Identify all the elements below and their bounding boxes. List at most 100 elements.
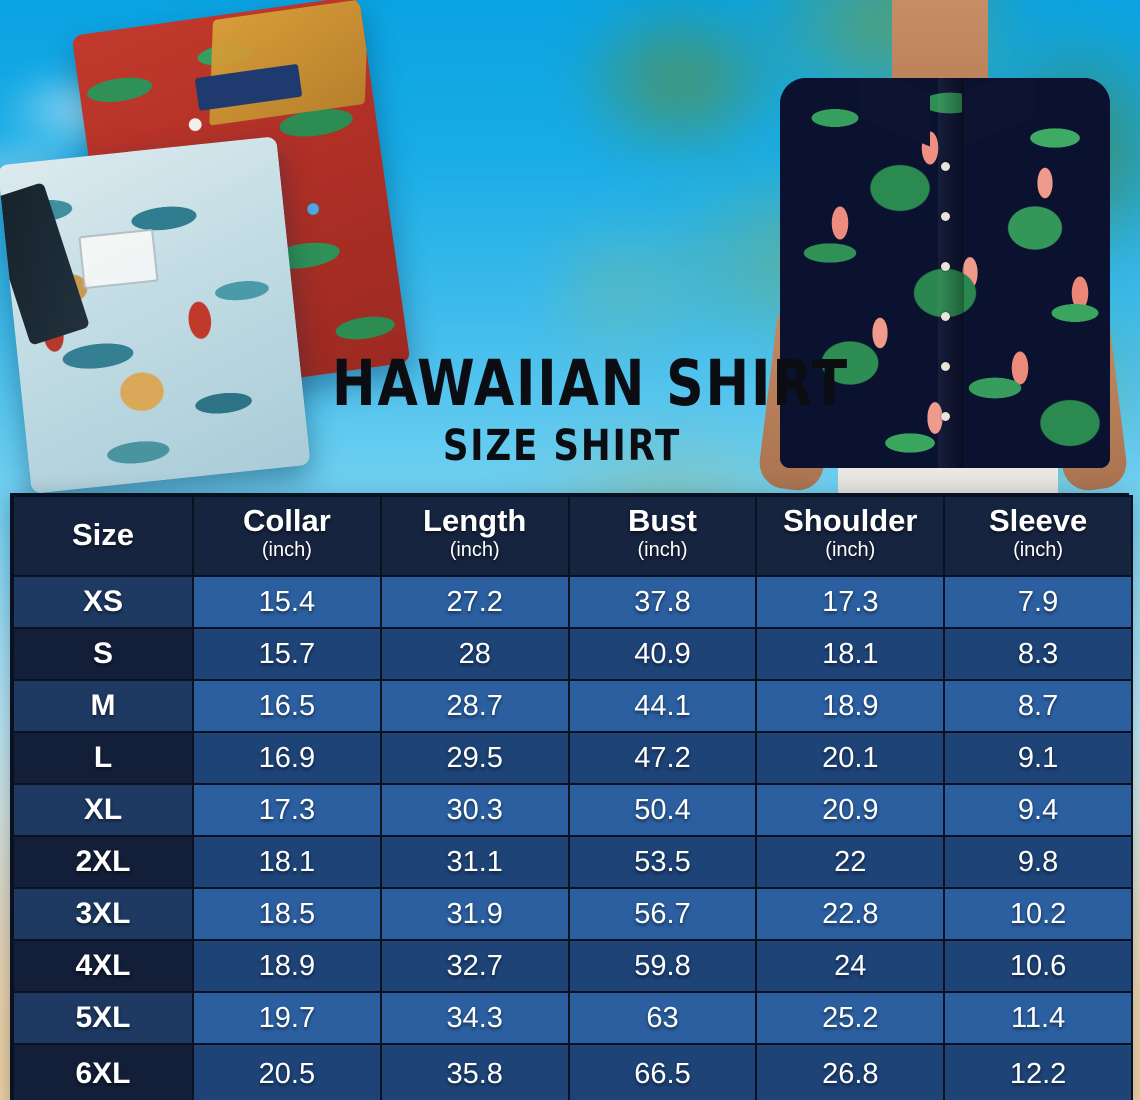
- size-label-cell: 5XL: [12, 991, 194, 1045]
- cell-shoulder: 20.1: [755, 731, 946, 785]
- cell-sleeve: 10.6: [943, 939, 1133, 993]
- cell-length: 28: [379, 627, 570, 681]
- cell-shoulder: 18.9: [755, 679, 946, 733]
- column-header-bust-label: Bust: [628, 502, 697, 538]
- shirt-button: [941, 412, 950, 421]
- cell-collar: 16.5: [192, 679, 382, 733]
- cell-collar: 19.7: [192, 991, 382, 1045]
- title-block: HAWAIIAN SHIRT SIZE SHIRT: [312, 347, 850, 471]
- cell-bust: 44.1: [567, 679, 758, 733]
- cell-sleeve: 7.9: [943, 575, 1133, 629]
- table-row: XL 17.3 30.3 50.4 20.9 9.4: [12, 783, 1133, 837]
- cell-sleeve: 8.3: [943, 627, 1133, 681]
- cell-shoulder: 25.2: [755, 991, 946, 1045]
- column-header-collar: Collar (inch): [192, 495, 382, 577]
- blue-shirt-pocket: [78, 228, 159, 290]
- cell-collar: 17.3: [192, 783, 382, 837]
- table-row: 4XL 18.9 32.7 59.8 24 10.6: [12, 939, 1133, 993]
- cell-sleeve: 9.1: [943, 731, 1133, 785]
- table-row: 3XL 18.5 31.9 56.7 22.8 10.2: [12, 887, 1133, 941]
- shirt-button: [941, 362, 950, 371]
- cell-collar: 18.9: [192, 939, 382, 993]
- model-shirt-placket: [938, 78, 965, 468]
- table-row: 5XL 19.7 34.3 63 25.2 11.4: [12, 991, 1133, 1045]
- shirt-button: [941, 312, 950, 321]
- cell-bust: 63: [567, 991, 758, 1045]
- cell-collar: 15.4: [192, 575, 382, 629]
- page-subtitle: SIZE SHIRT: [442, 421, 682, 471]
- table-row: 2XL 18.1 31.1 53.5 22 9.8: [12, 835, 1133, 889]
- cell-shoulder: 17.3: [755, 575, 946, 629]
- cell-bust: 47.2: [567, 731, 758, 785]
- size-label-cell: 6XL: [12, 1043, 194, 1100]
- size-label-cell: S: [12, 627, 194, 681]
- shirt-button: [941, 262, 950, 271]
- cell-collar: 18.1: [192, 835, 382, 889]
- column-header-shoulder-label: Shoulder: [783, 502, 918, 538]
- cell-sleeve: 9.8: [943, 835, 1133, 889]
- column-header-size-label: Size: [71, 516, 135, 552]
- column-header-shoulder: Shoulder (inch): [755, 495, 946, 577]
- cell-bust: 56.7: [567, 887, 758, 941]
- model-photo: [742, 0, 1140, 495]
- size-label-cell: L: [12, 731, 194, 785]
- cell-shoulder: 20.9: [755, 783, 946, 837]
- size-label-cell: 3XL: [12, 887, 194, 941]
- table-body: XS 15.4 27.2 37.8 17.3 7.9 S 15.7 28 40.9 18.1 8.3 M…: [12, 575, 1133, 1100]
- column-header-bust: Bust (inch): [567, 495, 758, 577]
- folded-shirt-blue: [0, 136, 311, 494]
- column-header-collar-label: Collar: [242, 502, 331, 538]
- cell-length: 27.2: [379, 575, 570, 629]
- cell-shoulder: 18.1: [755, 627, 946, 681]
- table-row: L 16.9 29.5 47.2 20.1 9.1: [12, 731, 1133, 785]
- flamingo-monstera-print: [780, 78, 1110, 468]
- column-header-size: Size: [12, 495, 194, 577]
- size-label-cell: 4XL: [12, 939, 194, 993]
- cell-shoulder: 22.8: [755, 887, 946, 941]
- size-label-cell: XS: [12, 575, 194, 629]
- cell-bust: 66.5: [567, 1043, 758, 1100]
- cell-sleeve: 9.4: [943, 783, 1133, 837]
- column-header-collar-unit: (inch): [261, 539, 312, 562]
- table-row: M 16.5 28.7 44.1 18.9 8.7: [12, 679, 1133, 733]
- table-header: Size Collar (inch) Length (inch) Bust (i…: [12, 495, 1133, 577]
- cell-shoulder: 22: [755, 835, 946, 889]
- table-row: XS 15.4 27.2 37.8 17.3 7.9: [12, 575, 1133, 629]
- size-chart-table: Size Collar (inch) Length (inch) Bust (i…: [12, 495, 1133, 1100]
- column-header-sleeve-label: Sleeve: [988, 502, 1088, 538]
- cell-length: 35.8: [379, 1043, 570, 1100]
- cell-length: 30.3: [379, 783, 570, 837]
- cell-shoulder: 26.8: [755, 1043, 946, 1100]
- table-row: S 15.7 28 40.9 18.1 8.3: [12, 627, 1133, 681]
- cell-length: 34.3: [379, 991, 570, 1045]
- column-header-bust-unit: (inch): [637, 539, 688, 562]
- cell-shoulder: 24: [755, 939, 946, 993]
- column-header-length: Length (inch): [379, 495, 570, 577]
- cell-length: 29.5: [379, 731, 570, 785]
- cell-bust: 50.4: [567, 783, 758, 837]
- model-flamingo-shirt: [780, 78, 1110, 468]
- page-title: HAWAIIAN SHIRT: [332, 347, 850, 420]
- size-label-cell: 2XL: [12, 835, 194, 889]
- column-header-sleeve: Sleeve (inch): [943, 495, 1133, 577]
- cell-bust: 53.5: [567, 835, 758, 889]
- cell-collar: 15.7: [192, 627, 382, 681]
- size-label-cell: M: [12, 679, 194, 733]
- cell-collar: 20.5: [192, 1043, 382, 1100]
- cell-bust: 37.8: [567, 575, 758, 629]
- cell-length: 31.9: [379, 887, 570, 941]
- column-header-length-label: Length: [423, 502, 527, 538]
- cell-length: 31.1: [379, 835, 570, 889]
- shirt-button: [941, 212, 950, 221]
- cell-length: 32.7: [379, 939, 570, 993]
- cell-sleeve: 8.7: [943, 679, 1133, 733]
- cell-sleeve: 10.2: [943, 887, 1133, 941]
- cell-collar: 16.9: [192, 731, 382, 785]
- size-chart-table-wrapper: Size Collar (inch) Length (inch) Bust (i…: [10, 493, 1133, 1100]
- table-row: 6XL 20.5 35.8 66.5 26.8 12.2: [12, 1043, 1133, 1100]
- size-label-cell: XL: [12, 783, 194, 837]
- shirt-button: [941, 162, 950, 171]
- cell-collar: 18.5: [192, 887, 382, 941]
- column-header-sleeve-unit: (inch): [1013, 539, 1064, 562]
